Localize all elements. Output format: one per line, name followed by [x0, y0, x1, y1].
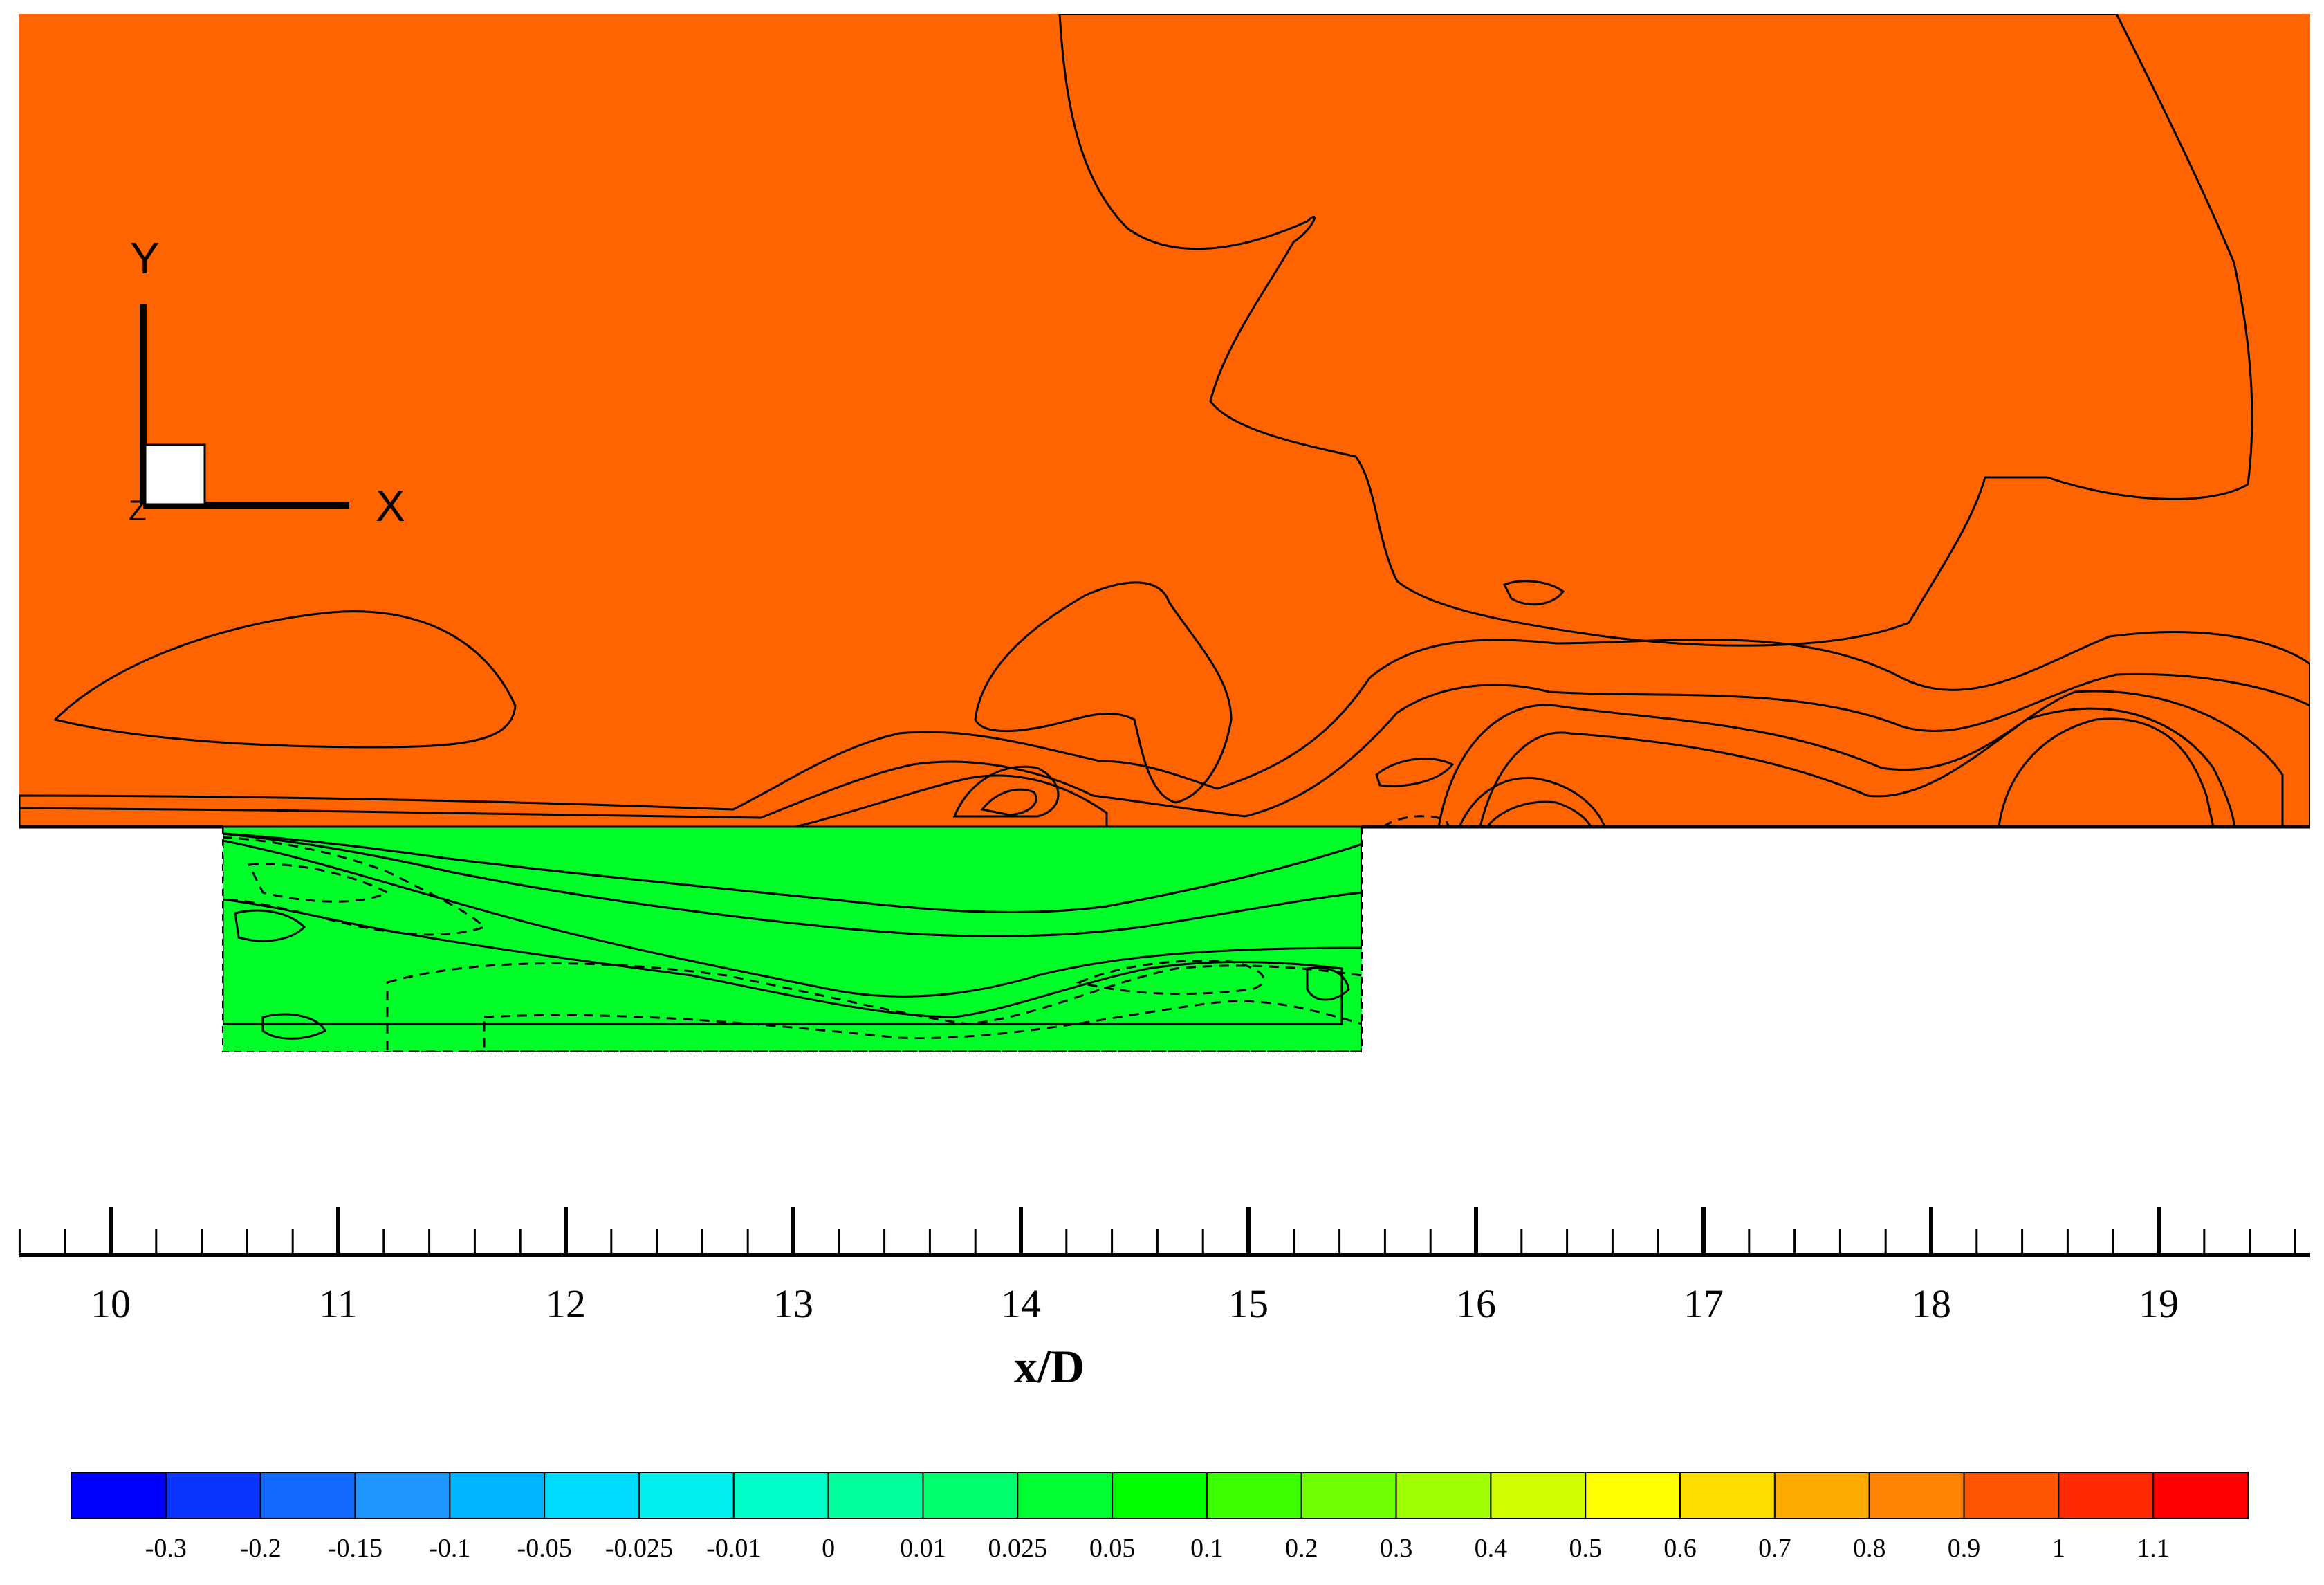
cavity-recirculation-main-core [483, 1000, 1362, 1052]
shear-layer-05 [1998, 717, 2215, 827]
legend-label: -0.15 [328, 1534, 382, 1563]
x-axis: 10 11 12 13 14 15 16 17 18 19 x/D [18, 1207, 2310, 1393]
legend-swatch [259, 1472, 356, 1519]
vortex-core-inner [980, 788, 1038, 816]
legend-swatch [1206, 1472, 1302, 1519]
x-tick-label: 12 [546, 1281, 586, 1326]
axis-triad: Y X Z [129, 233, 405, 531]
legend-label: 0.2 [1285, 1534, 1318, 1563]
shear-layer-08 [19, 672, 2310, 827]
cavity-outline [222, 827, 1363, 1052]
cavity-recirculation-main [386, 962, 1362, 1052]
x-tick-label: 19 [2139, 1281, 2179, 1326]
x-tick-label: 17 [1684, 1281, 1724, 1326]
cavity-zero-band [223, 898, 1343, 1025]
upper-flow-region [19, 14, 2310, 827]
cavity-recirculation-left-core [247, 863, 390, 903]
legend-swatch [1490, 1472, 1587, 1519]
legend-label: -0.1 [429, 1534, 470, 1563]
legend-label: 0.9 [1948, 1534, 1981, 1563]
x-axis-title: x/D [1014, 1340, 1085, 1393]
triad-z-box [144, 443, 206, 506]
legend-label: -0.05 [517, 1534, 572, 1563]
legend-swatch [1679, 1472, 1776, 1519]
legend-swatch [354, 1472, 451, 1519]
legend-swatch [1585, 1472, 1681, 1519]
cavity-flow-region [223, 827, 1362, 1052]
legend-label: 0.6 [1663, 1534, 1697, 1563]
legend-swatch [1773, 1472, 1870, 1519]
x-tick-label: 13 [773, 1281, 813, 1326]
x-tick-label: 18 [1911, 1281, 1951, 1326]
reattach-spot-high [1375, 758, 1455, 787]
shear-layer-09 [19, 631, 2310, 827]
legend-swatch [732, 1472, 829, 1519]
legend-label: -0.3 [145, 1534, 187, 1563]
x-tick-label: 10 [91, 1281, 131, 1326]
triad-z-label: Z [129, 494, 147, 526]
high-velocity-region [1058, 14, 2253, 647]
reattach-layer-04 [1458, 776, 1606, 827]
legend-swatch [922, 1472, 1019, 1519]
legend-swatch [827, 1472, 924, 1519]
cavity-pocket-green-right [1306, 966, 1350, 1001]
reattach-negative-spot [1381, 815, 1450, 827]
legend-swatch [1868, 1472, 1965, 1519]
legend-swatch [638, 1472, 735, 1519]
legend-label: 1.1 [2137, 1534, 2170, 1563]
triad-x-label: X [376, 481, 405, 531]
cavity-recirculation-left [223, 836, 486, 936]
cavity-pocket-upper-right [1076, 960, 1265, 996]
legend-swatch [544, 1472, 640, 1519]
legend-label: 0.1 [1190, 1534, 1224, 1563]
legend-label: 0.7 [1758, 1534, 1791, 1563]
contour-field [19, 14, 2310, 1052]
legend-label: 0.01 [900, 1534, 946, 1563]
reattach-layer-02 [1486, 800, 1592, 827]
high-velocity-lobe-center [974, 581, 1233, 804]
triad-y-label: Y [130, 233, 160, 283]
high-velocity-spot-small [1502, 580, 1565, 606]
legend-label: 0.4 [1475, 1534, 1508, 1563]
legend-label: 0 [822, 1534, 835, 1563]
legend-swatch [1300, 1472, 1397, 1519]
legend-labels: -0.3 -0.2 -0.15 -0.1 -0.05 -0.025 -0.01 0 0.01 0.… [145, 1534, 2170, 1563]
color-legend: -0.3 -0.2 -0.15 -0.1 -0.05 -0.025 -0.01 0 0.01 0.… [71, 1472, 2249, 1563]
legend-swatch [2152, 1472, 2249, 1519]
vortex-core-center [952, 765, 1060, 818]
x-tick-label: 11 [319, 1281, 358, 1326]
x-tick-label: 15 [1228, 1281, 1269, 1326]
legend-swatch [1112, 1472, 1208, 1519]
shear-layer-06 [1479, 707, 2235, 827]
legend-swatch [1963, 1472, 2060, 1519]
legend-label: -0.2 [240, 1534, 282, 1563]
legend-label: 1 [2052, 1534, 2065, 1563]
legend-swatch [71, 1472, 167, 1519]
high-velocity-lobe-left [53, 610, 517, 749]
legend-label: -0.01 [706, 1534, 761, 1563]
x-tick-label: 14 [1001, 1281, 1041, 1326]
legend-label: 0.5 [1569, 1534, 1602, 1563]
legend-swatch [449, 1472, 546, 1519]
x-axis-tick-labels: 10 11 12 13 14 15 16 17 18 19 [91, 1281, 2179, 1326]
x-tick-label: 16 [1456, 1281, 1496, 1326]
cavity-pocket-green-left [234, 909, 306, 942]
x-axis-ticks [18, 1207, 2296, 1255]
legend-label: 0.025 [988, 1534, 1048, 1563]
shear-layer-07 [795, 690, 2284, 827]
legend-label: 0.05 [1089, 1534, 1136, 1563]
legend-swatch [1017, 1472, 1114, 1519]
cavity-pocket-green-bottom [261, 1013, 327, 1040]
cavity-shear-layer-02 [223, 832, 1362, 998]
legend-swatch [2058, 1472, 2155, 1519]
legend-label: 0.8 [1853, 1534, 1886, 1563]
legend-swatch [1395, 1472, 1492, 1519]
freestream-region [19, 14, 2310, 827]
legend-swatches [71, 1472, 2249, 1519]
legend-label: -0.025 [605, 1534, 673, 1563]
legend-label: 0.3 [1380, 1534, 1413, 1563]
legend-swatch [165, 1472, 261, 1519]
